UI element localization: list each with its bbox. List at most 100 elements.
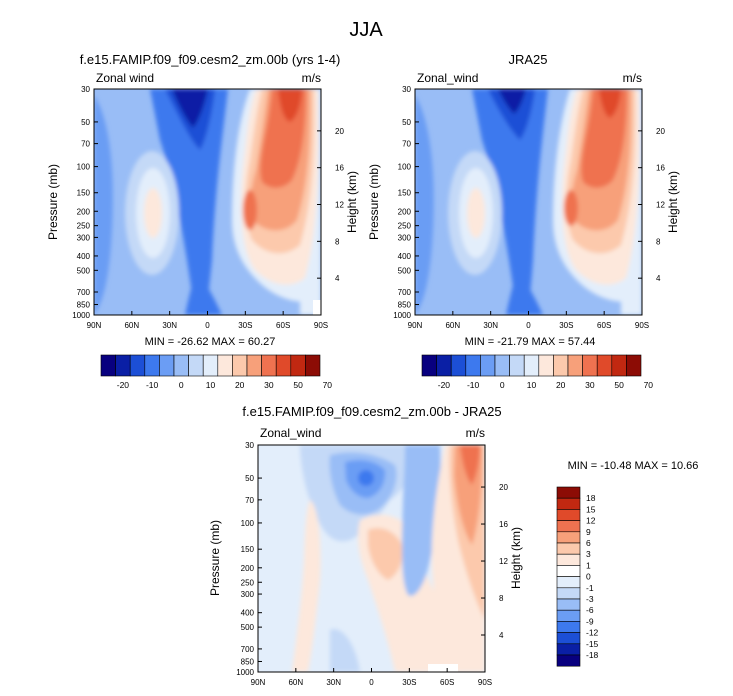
y2-axis-label: Height (km) — [509, 527, 523, 589]
colorbar-swatch — [556, 609, 581, 622]
height-tick-label: 12 — [335, 201, 344, 210]
colorbar-swatch — [450, 354, 467, 377]
colorbar-swatch — [626, 354, 642, 377]
colorbar-swatch — [523, 354, 540, 377]
colorbar: -20 -10 0 10 20 30 50 70 — [421, 354, 653, 390]
colorbar-label: 1 — [586, 560, 591, 570]
pressure-tick-label: 150 — [241, 545, 255, 554]
colorbar-label: 0 — [179, 380, 184, 390]
sh-jet-core — [599, 89, 621, 118]
pressure-tick-label: 300 — [241, 590, 255, 599]
pressure-tick-label: 150 — [398, 189, 412, 198]
colorbar-swatch — [494, 354, 510, 377]
colorbar-swatch — [556, 553, 581, 566]
sh-jet-zone-40 — [581, 89, 627, 188]
colorbar-label: -10 — [146, 380, 159, 390]
height-tick-label: 4 — [499, 631, 504, 640]
surface-easterlies — [185, 270, 222, 315]
colorbar-label: -12 — [586, 628, 599, 638]
topography-mask — [428, 664, 458, 672]
pressure-tick-label: 700 — [77, 288, 91, 297]
latitude-tick-label: 60N — [124, 321, 139, 330]
easterly-band — [472, 89, 548, 315]
pressure-tick-label: 1000 — [393, 311, 411, 320]
min-max-label: MIN = -10.48 MAX = 10.66 — [568, 460, 699, 472]
colorbar-label: 12 — [586, 516, 596, 526]
colorbar-swatch — [538, 354, 554, 377]
height-tick-label: 20 — [656, 127, 665, 136]
pressure-tick-label: 70 — [245, 496, 254, 505]
colorbar-swatch — [556, 486, 581, 499]
latitude-tick-label: 60S — [440, 678, 454, 687]
y-ticks-right: 4 8 12 16 20 — [638, 127, 665, 283]
colorbar-swatch — [611, 354, 627, 377]
pressure-tick-label: 400 — [241, 609, 255, 618]
colorbar-swatch — [261, 354, 277, 377]
colorbar-swatch — [556, 643, 581, 656]
contour-field — [94, 89, 321, 315]
pressure-tick-label: 30 — [245, 441, 254, 450]
sh-jet-secondary-core — [243, 190, 257, 230]
colorbar-swatch — [202, 354, 219, 377]
pressure-tick-label: 100 — [241, 519, 255, 528]
panel-difference: f.e15.FAMIP.f09_f09.cesm2_zm.00b - JRA25… — [208, 404, 698, 687]
colorbar-swatch — [246, 354, 262, 377]
colorbar-label: -1 — [586, 583, 594, 593]
latitude-tick-label: 30S — [238, 321, 252, 330]
colorbar-swatch — [275, 354, 292, 377]
colorbar-label: 6 — [586, 538, 591, 548]
x-ticks: 90N 60N 30N 0 30S 60S 90S — [408, 311, 649, 330]
height-tick-label: 8 — [499, 594, 504, 603]
panel-model: f.e15.FAMIP.f09_f09.cesm2_zm.00b (yrs 1-… — [46, 52, 359, 390]
colorbar-swatch — [596, 354, 613, 377]
pressure-tick-label: 250 — [241, 578, 255, 587]
height-tick-label: 4 — [656, 274, 661, 283]
colorbar-label: 0 — [500, 380, 505, 390]
colorbar-swatch — [556, 621, 581, 633]
panel-reanalysis: JRA25 Zonal_wind m/s — [367, 52, 680, 390]
colorbar-label: 18 — [586, 493, 596, 503]
height-tick-label: 8 — [335, 237, 340, 246]
latitude-tick-label: 90S — [635, 321, 649, 330]
colorbar-swatch — [465, 354, 481, 377]
panel-title: f.e15.FAMIP.f09_f09.cesm2_zm.00b (yrs 1-… — [80, 52, 341, 67]
colorbar-swatch — [305, 354, 321, 377]
colorbar-swatch — [553, 354, 569, 377]
latitude-tick-label: 90S — [314, 321, 328, 330]
pressure-tick-label: 200 — [77, 207, 91, 216]
contour-field — [258, 445, 485, 672]
colorbar-swatch — [159, 354, 175, 377]
colorbar-label: 10 — [206, 380, 216, 390]
colorbar-swatch — [556, 587, 581, 600]
tropical-positive-core — [368, 528, 403, 580]
pressure-tick-label: 300 — [398, 233, 412, 242]
height-tick-label: 12 — [656, 201, 665, 210]
weak-wind-region — [415, 95, 434, 315]
latitude-tick-label: 0 — [369, 678, 374, 687]
height-tick-label: 20 — [499, 483, 508, 492]
nh-jet-core — [144, 188, 162, 238]
pressure-tick-label: 100 — [398, 163, 412, 172]
min-max-label: MIN = -26.62 MAX = 60.27 — [145, 336, 276, 348]
panel-variable-label: Zonal wind — [96, 71, 154, 85]
pressure-tick-label: 50 — [402, 118, 411, 127]
colorbar-swatch — [556, 632, 581, 645]
colorbar-swatch — [436, 354, 452, 377]
x-ticks: 90N 60N 30N 0 30S 60S 90S — [251, 668, 492, 687]
colorbar-swatch — [188, 354, 204, 377]
y-ticks-right: 4 8 12 16 20 — [481, 483, 508, 640]
pressure-tick-label: 50 — [81, 118, 90, 127]
colorbar-label: 50 — [293, 380, 303, 390]
easterly-core-max — [172, 89, 208, 128]
colorbar-label: 0 — [586, 572, 591, 582]
weak-negative-region — [258, 445, 330, 672]
colorbar-swatch — [556, 565, 581, 577]
positive-bias-pocket — [292, 500, 321, 672]
figure-title: JJA — [349, 19, 383, 41]
pressure-tick-label: 300 — [77, 233, 91, 242]
x-ticks: 90N 60N 30N 0 30S 60S 90S — [87, 311, 328, 330]
